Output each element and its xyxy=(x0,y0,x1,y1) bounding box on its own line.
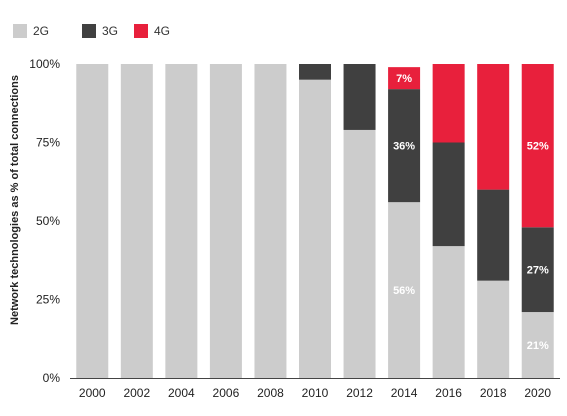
data-label: 36% xyxy=(393,141,415,153)
data-label: 56% xyxy=(393,285,415,297)
x-tick-label: 2008 xyxy=(257,386,284,400)
bar-segment-3g-2018 xyxy=(477,189,510,281)
data-label: 52% xyxy=(527,141,549,153)
bar-segment-2g-2012 xyxy=(343,129,376,378)
bar-segment-4g-2016 xyxy=(432,64,465,143)
x-tick-label: 2016 xyxy=(435,386,462,400)
legend-item-4g: 4G xyxy=(134,24,170,38)
x-tick-label: 2000 xyxy=(79,386,106,400)
bar-segment-2g-2002 xyxy=(120,64,153,378)
y-tick-label: 50% xyxy=(36,214,60,228)
legend-swatch-4g xyxy=(134,24,148,38)
bar-segment-3g-2014 xyxy=(388,89,421,203)
x-tick-label: 2004 xyxy=(168,386,195,400)
bar-segment-2g-2006 xyxy=(209,64,242,378)
legend-label-3g: 3G xyxy=(102,24,119,38)
bar-segment-2g-2016 xyxy=(432,246,465,378)
bar-segment-4g-2018 xyxy=(477,64,510,190)
legend-swatch-3g xyxy=(82,24,96,38)
x-tick-label: 2006 xyxy=(213,386,240,400)
legend-label-2g: 2G xyxy=(33,24,50,38)
bar-segment-3g-2016 xyxy=(432,142,465,247)
bar-segment-3g-2020 xyxy=(521,227,554,313)
data-label: 7% xyxy=(396,73,412,85)
bar-segment-2g-2014 xyxy=(388,202,421,378)
bar-segment-3g-2010 xyxy=(299,64,331,80)
bar-segment-4g-2014 xyxy=(388,67,421,90)
x-tick-label: 2020 xyxy=(524,386,551,400)
y-tick-label: 25% xyxy=(36,293,60,307)
bar-segment-2g-2004 xyxy=(165,64,198,378)
y-tick-label: 100% xyxy=(29,57,60,71)
bar-segment-2g-2018 xyxy=(477,280,510,378)
y-tick-label: 0% xyxy=(43,371,61,385)
legend-item-2g: 2G xyxy=(13,24,49,38)
bar-segment-2g-2010 xyxy=(299,79,331,378)
x-tick-label: 2002 xyxy=(123,386,150,400)
x-tick-label: 2010 xyxy=(302,386,329,400)
y-tick-label: 75% xyxy=(36,136,60,150)
data-label: 27% xyxy=(527,265,549,277)
bar-segment-2g-2000 xyxy=(76,64,109,378)
bar-segment-3g-2012 xyxy=(343,64,376,130)
bar-segment-2g-2020 xyxy=(521,312,554,378)
bar-segment-2g-2008 xyxy=(254,64,287,378)
bar-segment-4g-2020 xyxy=(521,64,554,228)
legend-swatch-2g xyxy=(13,24,27,38)
x-tick-label: 2014 xyxy=(391,386,418,400)
x-tick-label: 2012 xyxy=(346,386,373,400)
legend-item-3g: 3G xyxy=(82,24,118,38)
legend-label-4g: 4G xyxy=(154,24,171,38)
data-label: 21% xyxy=(527,340,549,352)
x-tick-label: 2018 xyxy=(480,386,507,400)
